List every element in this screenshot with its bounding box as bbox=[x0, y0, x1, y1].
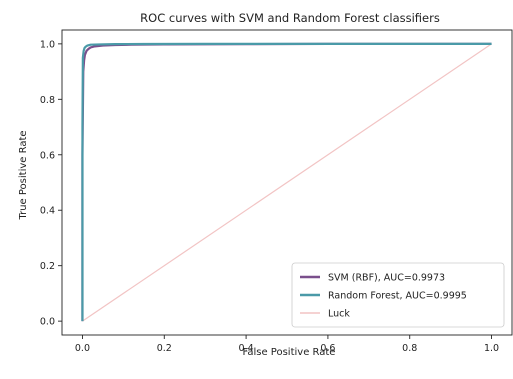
legend-label-2: Luck bbox=[328, 309, 350, 320]
legend-label-1: Random Forest, AUC=0.9995 bbox=[328, 291, 467, 302]
y-tick-label-0: 0.0 bbox=[40, 317, 55, 328]
chart-title: ROC curves with SVM and Random Forest cl… bbox=[140, 11, 440, 25]
x-tick-label-0: 0.0 bbox=[75, 343, 90, 354]
axes: 0.0 0.2 0.4 0.6 0.8 1.0 0.0 0.2 0.4 0.6 0.8 1.0 bbox=[40, 29, 513, 354]
y-tick-label-4: 0.8 bbox=[40, 95, 55, 106]
plot-frame bbox=[61, 29, 513, 336]
x-tick-label-5: 1.0 bbox=[484, 343, 499, 354]
y-tick-label-3: 0.6 bbox=[40, 150, 55, 161]
series-line-2 bbox=[82, 43, 492, 322]
x-tick-label-3: 0.6 bbox=[320, 343, 335, 354]
x-tick-label-1: 0.2 bbox=[157, 343, 172, 354]
y-tick-label-1: 0.2 bbox=[40, 261, 55, 272]
legend: SVM (RBF), AUC=0.9973 Random Forest, AUC=… bbox=[291, 262, 505, 328]
series-line-1 bbox=[81, 42, 492, 322]
y-tick-label-2: 0.4 bbox=[40, 206, 55, 217]
y-axis-label: True Positive Rate bbox=[18, 130, 29, 220]
x-tick-label-4: 0.8 bbox=[402, 343, 417, 354]
x-tick-label-2: 0.4 bbox=[239, 343, 254, 354]
x-axis-label: False Positive Rate bbox=[243, 347, 336, 358]
legend-label-0: SVM (RBF), AUC=0.9973 bbox=[328, 273, 445, 284]
y-tick-label-5: 1.0 bbox=[40, 39, 55, 50]
plot-area bbox=[81, 42, 492, 322]
legend-box bbox=[291, 262, 505, 328]
